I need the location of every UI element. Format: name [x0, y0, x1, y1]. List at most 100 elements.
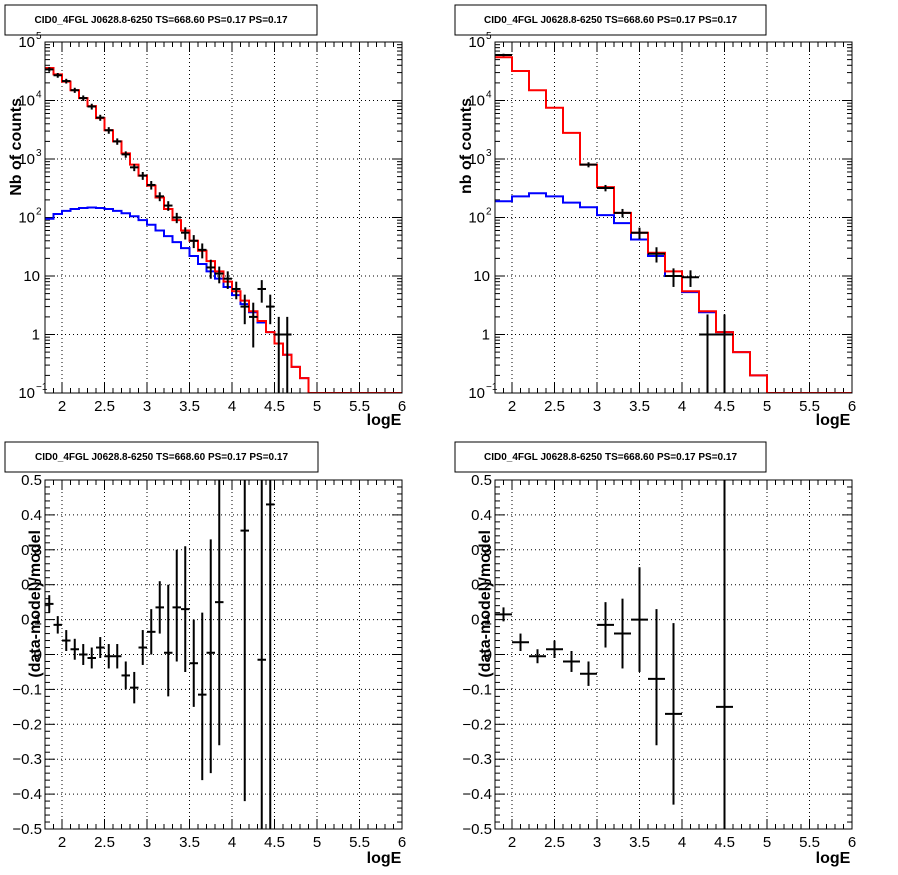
- chart-title: CID0_4FGL J0628.8-6250 TS=668.60 PS=0.17…: [484, 452, 737, 463]
- y-tick-label: 0.1: [471, 612, 492, 629]
- data-point: [113, 138, 122, 145]
- x-tick-label: 4.5: [264, 834, 285, 851]
- data-point: [198, 243, 207, 259]
- data-point: [96, 114, 105, 121]
- x-tick-label: 3.5: [629, 398, 650, 415]
- residual-point: [104, 644, 113, 669]
- data-point: [121, 151, 130, 158]
- residual-point: [62, 630, 71, 652]
- residual-point: [495, 607, 512, 622]
- residual-point: [266, 480, 275, 829]
- residual-point: [138, 630, 147, 665]
- data-point: [257, 280, 266, 303]
- plot-area: [45, 66, 402, 393]
- data-point: [597, 184, 614, 192]
- y-axis-label: nb of counts: [458, 98, 475, 194]
- residual-point: [240, 480, 249, 802]
- x-tick-label: 6: [398, 398, 406, 415]
- y-axis-label: (data-model)/model: [27, 530, 44, 678]
- y-tick-label: 0.5: [471, 472, 492, 489]
- plot-area: [45, 480, 275, 829]
- data-point: [266, 294, 275, 325]
- residual-point: [512, 633, 529, 652]
- x-tick-label: 5.5: [799, 398, 820, 415]
- x-tick-label: 3.5: [179, 398, 200, 415]
- x-tick-label: 4: [678, 398, 686, 415]
- x-tick-label: 5: [313, 398, 321, 415]
- y-tick-label: 10: [18, 385, 35, 402]
- residual-point: [164, 584, 173, 697]
- y-tick-label: 0: [484, 647, 492, 664]
- y-tick-label: 0.2: [471, 577, 492, 594]
- data-point: [104, 127, 113, 134]
- residual-point: [597, 602, 614, 648]
- residual-point: [53, 616, 62, 634]
- x-axis-label: logE: [816, 412, 851, 429]
- chart-title-box: [4, 4, 318, 36]
- data-point: [164, 201, 173, 211]
- y-tick-label: −0.4: [12, 786, 42, 803]
- residual-point: [113, 644, 122, 669]
- residual-point: [96, 637, 105, 658]
- residual-point: [45, 595, 54, 613]
- data-point: [181, 227, 190, 240]
- data-point: [682, 270, 699, 287]
- x-tick-label: 4: [228, 398, 236, 415]
- x-axis-label: logE: [816, 850, 851, 867]
- data-point: [631, 227, 648, 239]
- residual-point: [529, 649, 546, 664]
- y-tick-exponent: 3: [36, 148, 42, 159]
- y-tick-exponent: −1: [486, 382, 498, 393]
- y-tick-label: −0.4: [462, 786, 492, 803]
- residual-point: [87, 647, 96, 669]
- y-tick-exponent: 4: [486, 90, 492, 101]
- y-tick-label: 0.5: [21, 472, 42, 489]
- y-tick-label: 10: [18, 34, 35, 51]
- x-tick-label: 4: [228, 834, 236, 851]
- y-tick-label: −0.2: [12, 716, 42, 733]
- y-tick-label: −0.3: [12, 751, 42, 768]
- x-tick-label: 5: [313, 834, 321, 851]
- y-tick-label: 0.1: [21, 612, 42, 629]
- data-point: [62, 78, 71, 84]
- chart-title: CID0_4FGL J0628.8-6250 TS=668.60 PS=0.17…: [484, 15, 737, 26]
- y-tick-exponent: −1: [36, 382, 48, 393]
- y-tick-label: −0.5: [462, 821, 492, 838]
- data-point: [147, 181, 156, 190]
- chart-title-box: [454, 4, 767, 36]
- x-tick-label: 4.5: [714, 398, 735, 415]
- residual-point: [215, 480, 224, 746]
- residual-point: [198, 612, 207, 781]
- y-tick-label: −0.5: [12, 821, 42, 838]
- y-tick-label: 10: [468, 34, 485, 51]
- x-tick-label: 5.5: [349, 398, 370, 415]
- data-point: [716, 314, 733, 393]
- data-point: [45, 67, 54, 72]
- data-point: [283, 316, 292, 393]
- x-tick-label: 5.5: [799, 834, 820, 851]
- data-point: [155, 192, 164, 202]
- y-tick-label: 10: [18, 93, 35, 110]
- x-tick-label: 3.5: [629, 834, 650, 851]
- x-tick-label: 3.5: [179, 834, 200, 851]
- plot-frame: [44, 479, 403, 830]
- plot-frame: [44, 41, 403, 394]
- x-tick-label: 2.5: [544, 834, 565, 851]
- residual-point: [79, 644, 88, 665]
- data-point: [699, 314, 716, 393]
- data-point: [495, 53, 512, 57]
- residual-point: [189, 619, 198, 707]
- y-tick-exponent: 2: [36, 207, 42, 218]
- y-tick-exponent: 2: [486, 207, 492, 218]
- y-tick-label: −0.2: [462, 716, 492, 733]
- chart-panel-1: CID0_4FGL J0628.8-6250 TS=668.60 PS=0.17…: [4, 4, 406, 429]
- chart-panel-4: CID0_4FGL J0628.8-6250 TS=668.60 PS=0.17…: [454, 441, 856, 867]
- y-tick-label: 0: [34, 647, 42, 664]
- x-tick-label: 6: [848, 834, 856, 851]
- residual-point: [563, 651, 580, 672]
- x-tick-label: 4.5: [264, 398, 285, 415]
- y-tick-exponent: 5: [36, 31, 42, 42]
- x-tick-label: 3: [143, 834, 151, 851]
- residual-point: [147, 609, 156, 655]
